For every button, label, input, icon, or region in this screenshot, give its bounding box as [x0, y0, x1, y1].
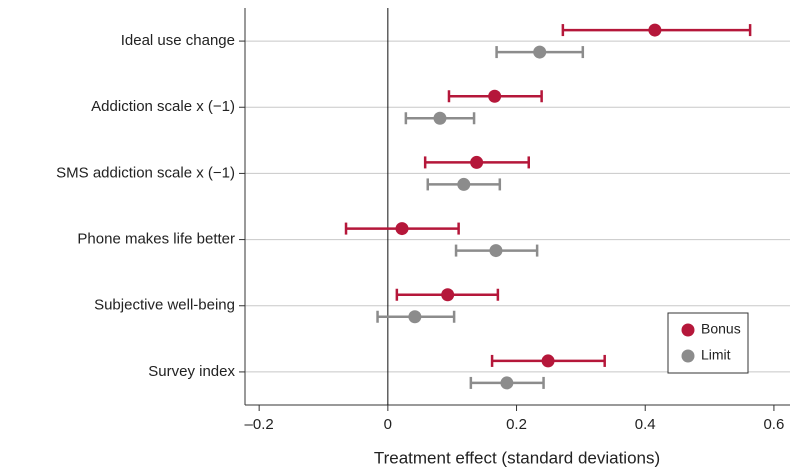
x-tick-label: 0.2: [506, 416, 527, 433]
legend-marker: [681, 323, 695, 337]
y-tick-label: Addiction scale x (−1): [91, 98, 235, 115]
y-tick-label: Ideal use change: [121, 32, 235, 49]
x-tick-label: 0.4: [635, 416, 656, 433]
x-tick-label: 0.6: [763, 416, 784, 433]
y-tick-label: Survey index: [148, 363, 235, 380]
x-axis-label: Treatment effect (standard deviations): [374, 448, 660, 467]
point: [489, 244, 503, 258]
point: [488, 89, 502, 103]
point: [533, 45, 547, 59]
y-tick-label: Subjective well-being: [94, 297, 235, 314]
y-tick-label: SMS addiction scale x (−1): [56, 164, 235, 181]
legend-label: Limit: [701, 347, 731, 363]
x-tick-label: –0.2: [245, 416, 274, 433]
point: [433, 111, 447, 125]
point: [457, 177, 471, 191]
legend-label: Bonus: [701, 321, 741, 337]
point: [408, 310, 422, 324]
point: [648, 23, 662, 37]
point: [470, 155, 484, 169]
legend-box: [667, 312, 749, 374]
point: [395, 222, 409, 236]
x-tick-label: 0: [384, 416, 392, 433]
point: [441, 288, 455, 302]
point: [500, 376, 514, 390]
y-tick-label: Phone makes life better: [77, 231, 235, 248]
legend-marker: [681, 349, 695, 363]
point: [541, 354, 555, 368]
